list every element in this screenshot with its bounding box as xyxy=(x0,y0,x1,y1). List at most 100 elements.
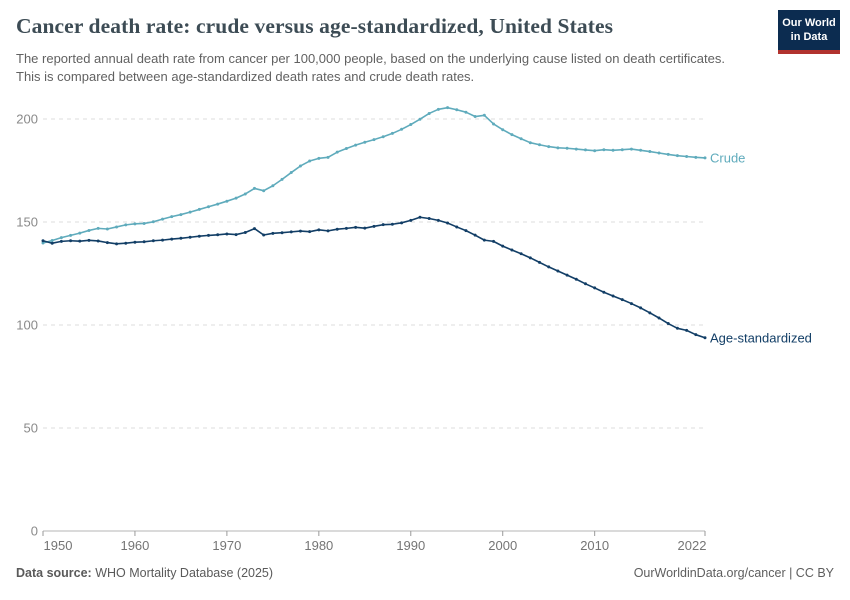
crude-point xyxy=(50,239,54,243)
age-standardized-point xyxy=(161,238,165,242)
age-standardized-point xyxy=(657,316,661,320)
age-standardized-point xyxy=(234,233,238,237)
crude-point xyxy=(363,140,367,144)
crude-point xyxy=(409,123,413,127)
age-standardized-point xyxy=(620,298,624,302)
age-standardized-point xyxy=(381,223,385,227)
crude-point xyxy=(234,196,238,200)
age-standardized-point xyxy=(96,239,100,243)
crude-point xyxy=(639,148,643,152)
crude-point xyxy=(685,154,689,158)
age-standardized-point xyxy=(105,241,109,245)
crude-point xyxy=(344,146,348,150)
y-tick-label: 150 xyxy=(16,215,38,230)
age-standardized-point xyxy=(602,290,606,294)
age-standardized-line[interactable] xyxy=(42,216,706,339)
crude-point xyxy=(69,233,73,237)
age-standardized-series[interactable]: Age-standardized xyxy=(41,215,812,346)
crude-point xyxy=(694,155,698,159)
age-standardized-point xyxy=(446,221,450,225)
crude-point xyxy=(556,146,560,150)
age-standardized-point xyxy=(464,229,468,233)
age-standardized-point xyxy=(317,228,321,232)
crude-point xyxy=(41,241,45,245)
age-standardized-point xyxy=(252,227,256,231)
age-standardized-point xyxy=(179,236,183,240)
crude-point xyxy=(400,127,404,131)
x-tick-label: 1950 xyxy=(44,538,73,553)
age-standardized-point xyxy=(648,311,652,315)
crude-point xyxy=(216,202,220,206)
age-standardized-point xyxy=(326,229,330,233)
crude-point xyxy=(510,133,514,137)
age-standardized-point xyxy=(583,282,587,286)
crude-point xyxy=(427,111,431,115)
owid-logo[interactable]: Our World in Data xyxy=(778,10,840,54)
crude-point xyxy=(96,226,100,230)
crude-point xyxy=(565,146,569,150)
crude-point xyxy=(381,135,385,139)
x-tick-label: 2000 xyxy=(488,538,517,553)
crude-point xyxy=(390,131,394,135)
age-standardized-point xyxy=(538,260,541,264)
crude-point xyxy=(629,147,633,151)
age-standardized-point xyxy=(400,221,404,225)
age-standardized-point xyxy=(675,326,679,330)
age-standardized-point xyxy=(611,294,615,298)
crude-point xyxy=(105,227,109,231)
crude-point xyxy=(335,150,339,154)
age-standardized-point xyxy=(225,232,229,236)
age-standardized-point xyxy=(519,252,523,256)
age-standardized-point xyxy=(510,248,514,252)
y-tick-label: 100 xyxy=(16,318,38,333)
crude-series-label[interactable]: Crude xyxy=(710,150,745,165)
x-tick-label: 1980 xyxy=(304,538,333,553)
crude-point xyxy=(492,122,496,126)
x-tick-label: 1960 xyxy=(120,538,149,553)
age-standardized-point xyxy=(335,227,339,231)
attribution-link[interactable]: OurWorldinData.org/cancer | CC BY xyxy=(633,566,834,580)
age-standardized-point xyxy=(455,225,459,229)
age-standardized-point xyxy=(492,239,496,243)
age-standardized-point xyxy=(298,229,302,233)
crude-point xyxy=(115,225,119,229)
age-standardized-point xyxy=(418,215,422,219)
age-standardized-point xyxy=(142,240,146,244)
age-standardized-series-label[interactable]: Age-standardized xyxy=(710,330,812,345)
age-standardized-point xyxy=(308,230,312,234)
x-tick-label: 2022 xyxy=(678,538,707,553)
age-standardized-point xyxy=(280,231,284,235)
crude-point xyxy=(151,220,155,224)
y-tick-label: 200 xyxy=(16,112,38,127)
age-standardized-point xyxy=(197,234,201,238)
data-source-label: Data source: xyxy=(16,566,92,580)
crude-point xyxy=(538,143,541,147)
age-standardized-point xyxy=(170,237,174,241)
age-standardized-point xyxy=(216,233,220,237)
chart-footer: Data source: WHO Mortality Database (202… xyxy=(16,566,834,588)
crude-point xyxy=(298,164,302,168)
x-tick-label: 1970 xyxy=(212,538,241,553)
chart-subtitle: The reported annual death rate from canc… xyxy=(16,51,725,85)
crude-point xyxy=(170,215,174,219)
age-standardized-point xyxy=(436,218,440,222)
data-source-text: WHO Mortality Database (2025) xyxy=(91,566,274,580)
crude-series[interactable]: Crude xyxy=(41,106,746,245)
age-standardized-point xyxy=(547,265,551,269)
crude-line[interactable] xyxy=(42,106,706,244)
owid-logo-line1: Our World xyxy=(782,17,836,29)
crude-point xyxy=(252,186,256,190)
crude-point xyxy=(271,184,275,188)
crude-point xyxy=(133,222,137,226)
age-standardized-point xyxy=(188,235,192,239)
crude-point xyxy=(161,217,165,221)
data-source: Data source: WHO Mortality Database (202… xyxy=(16,566,273,580)
crude-point xyxy=(657,151,661,155)
crude-point xyxy=(87,228,91,232)
crude-point xyxy=(59,236,63,240)
age-standardized-point xyxy=(694,333,698,337)
age-standardized-point xyxy=(501,244,505,248)
crude-point xyxy=(280,177,284,181)
